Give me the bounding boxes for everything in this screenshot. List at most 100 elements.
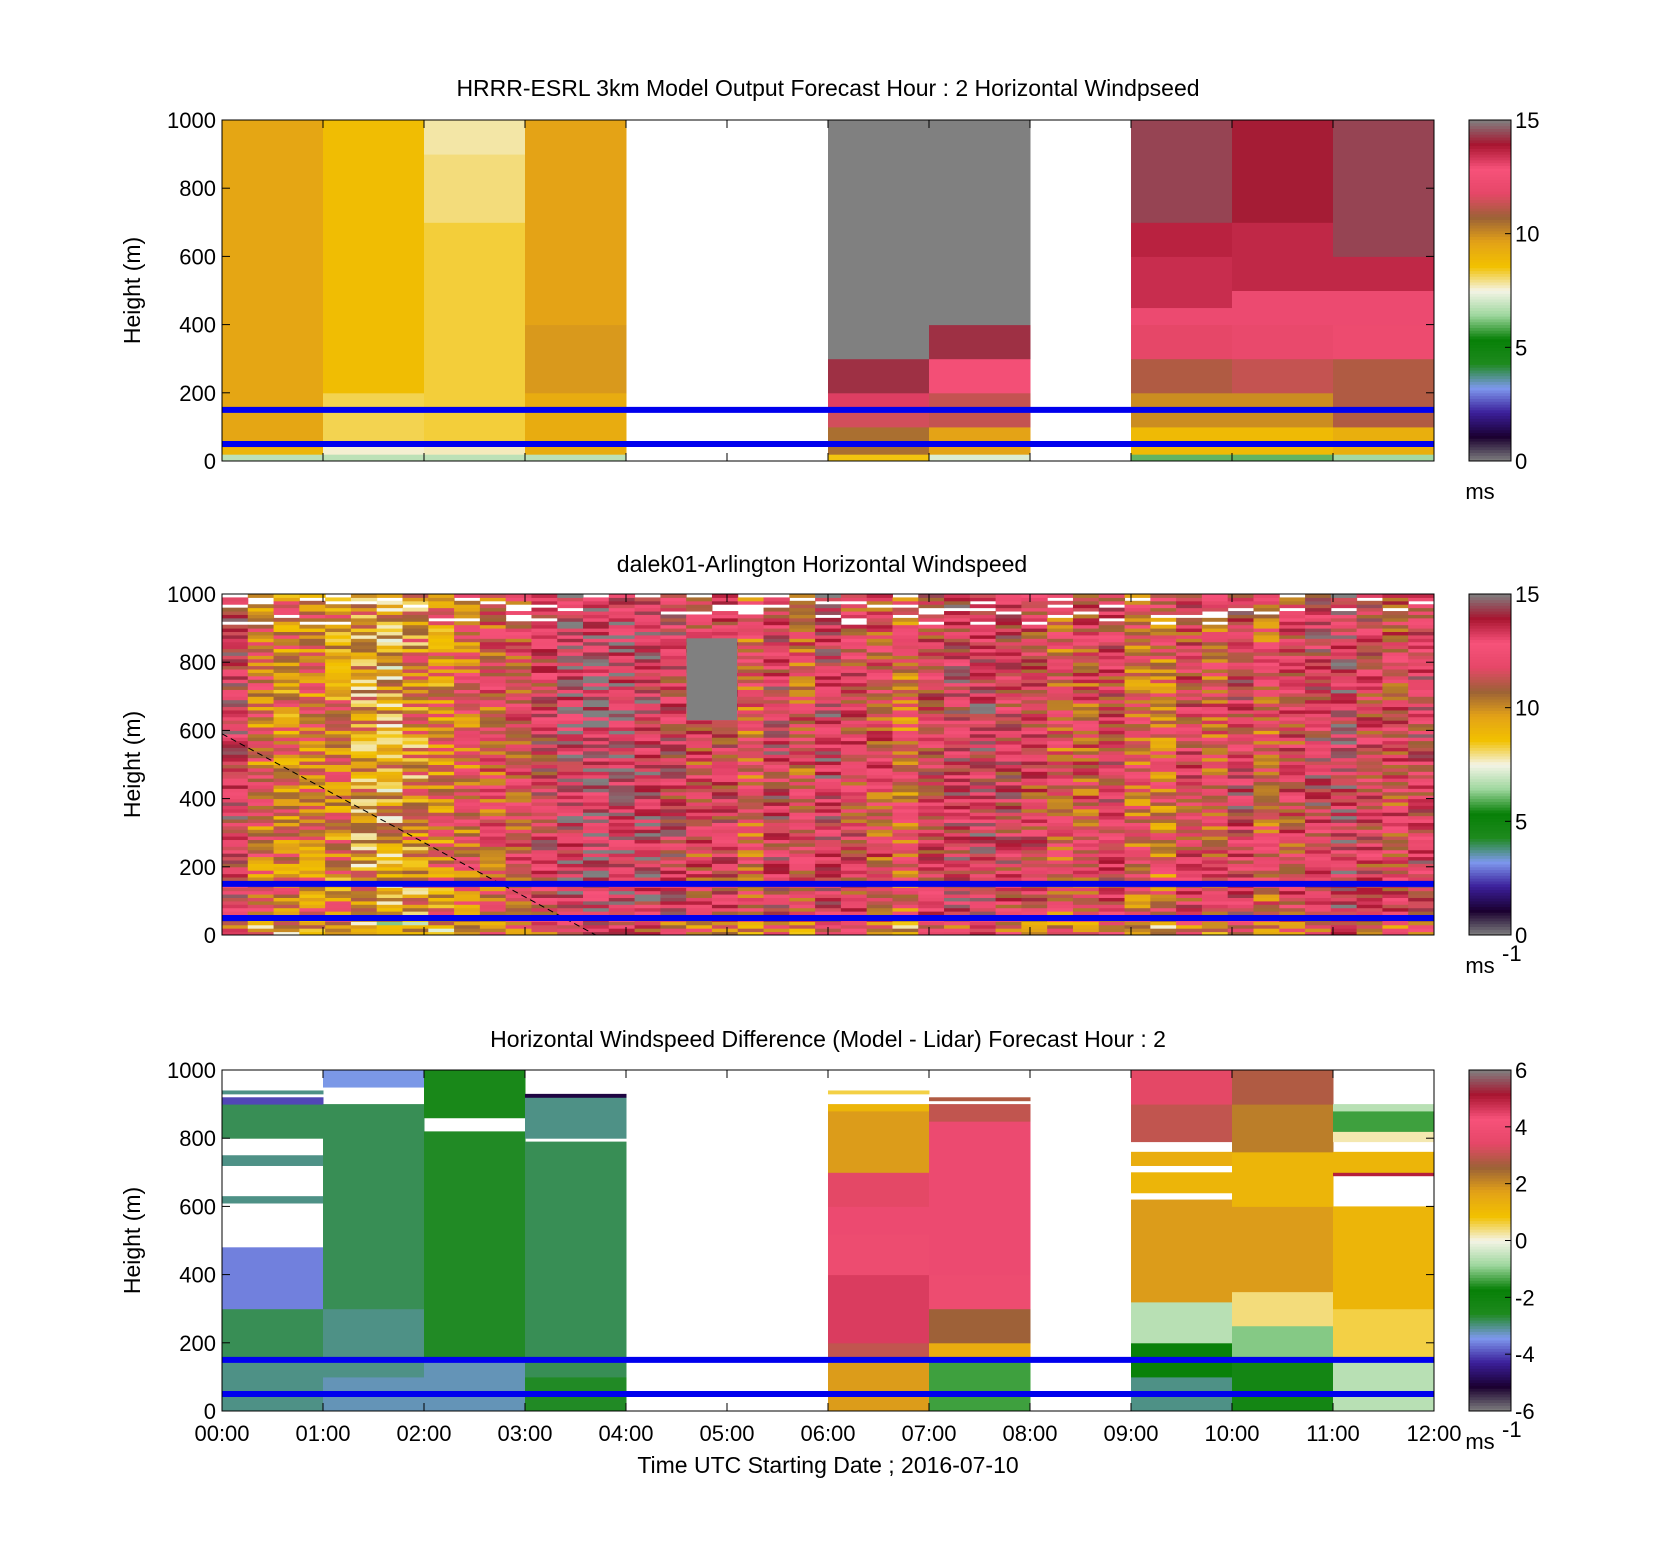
heatmap-cell [350,812,378,817]
heatmap-cell [1227,730,1254,735]
heatmap-cell [299,634,326,639]
heatmap-cell [1124,754,1151,759]
heatmap-cell [634,771,661,776]
heatmap-cell [1021,924,1048,929]
heatmap-cell [866,750,893,755]
heatmap-cell [402,931,429,935]
heatmap-cell [711,819,739,823]
heatmap-cell [1408,900,1434,905]
heatmap-cell [531,829,558,834]
heatmap-cell [273,822,300,827]
heatmap-cell [1201,863,1229,868]
heatmap-cell [1072,733,1100,738]
heatmap-cell [1150,761,1177,765]
heatmap-cell [479,648,507,653]
heatmap-cell [1150,750,1177,755]
heatmap-cell [1047,815,1074,820]
heatmap-cell [1356,703,1383,708]
heatmap-cell [1047,764,1074,769]
heatmap-cell [1330,795,1358,800]
heatmap-cell [892,617,919,622]
heatmap-cell [1408,723,1434,728]
heatmap-cell [660,842,687,847]
heatmap-cell [840,877,868,881]
heatmap-cell [1047,737,1074,742]
heatmap-cell [1072,774,1100,779]
heatmap-cell [1047,842,1074,847]
heatmap-cell [686,859,713,864]
colorbar-segment [1469,909,1511,913]
panel-title: HRRR-ESRL 3km Model Output Forecast Hour… [456,75,1199,101]
heatmap-cell [247,897,275,902]
heatmap-cell [299,737,326,742]
colorbar-segment [1469,148,1511,152]
heatmap-cell [531,655,558,660]
heatmap-cell [892,812,919,817]
heatmap-cell [1227,703,1254,708]
heatmap-cell [944,900,971,905]
heatmap-cell [737,788,765,793]
heatmap-cell [454,750,481,755]
heatmap-cell [222,669,249,673]
heatmap-cell [789,819,816,823]
heatmap-cell [1356,682,1383,687]
heatmap-cell [454,781,481,786]
heatmap-cell [325,737,352,742]
heatmap-cell [1227,624,1254,629]
heatmap-cell [247,825,275,830]
heatmap-cell [454,689,481,694]
heatmap-cell [273,682,300,687]
heatmap-cell [424,222,526,442]
heatmap-cell [505,764,532,769]
heatmap-cell [711,832,739,837]
heatmap-cell [686,894,713,898]
heatmap-cell [325,829,352,834]
heatmap-cell [866,638,893,643]
heatmap-cell [737,774,765,779]
heatmap-cell [1330,900,1358,905]
heatmap-cell [1330,703,1358,708]
heatmap-cell [944,877,971,881]
heatmap-cell [634,597,661,602]
heatmap-cell [1176,788,1203,793]
heatmap-cell [1072,672,1100,677]
heatmap-cell [402,682,429,687]
heatmap-cell [1047,846,1074,851]
heatmap-cell [1124,696,1151,701]
heatmap-cell [1408,853,1434,858]
heatmap-cell [815,856,842,861]
heatmap-cell [918,890,945,895]
heatmap-cell [1356,887,1383,892]
heatmap-cell [763,890,790,895]
heatmap-cell [428,699,455,704]
heatmap-cell [1047,877,1074,881]
heatmap-cell [1150,931,1177,935]
heatmap-cell [247,784,275,789]
heatmap-cell [402,802,429,806]
heatmap-cell [763,791,790,796]
heatmap-cell [789,904,816,909]
heatmap-cell [892,675,919,680]
heatmap-cell [479,808,507,813]
heatmap-cell [815,887,842,892]
heatmap-cell [479,621,507,626]
heatmap-cell [918,682,945,687]
heatmap-cell [892,706,919,711]
heatmap-cell [1124,621,1151,626]
colorbar-segment [1469,387,1511,391]
colorbar-segment [1469,253,1511,257]
heatmap-cell [325,866,352,871]
heatmap-cell [1098,624,1126,629]
heatmap-cell [608,863,636,868]
heatmap-cell [1072,836,1100,841]
heatmap-cell [299,716,326,721]
heatmap-cell [557,679,584,684]
heatmap-cell [1072,662,1100,667]
heatmap-cell [944,757,971,762]
heatmap-cell [531,846,558,851]
heatmap-cell [583,699,610,704]
heatmap-cell [944,628,971,633]
heatmap-cell [737,931,765,935]
heatmap-cell [1124,675,1151,680]
heatmap-cell [479,706,507,711]
